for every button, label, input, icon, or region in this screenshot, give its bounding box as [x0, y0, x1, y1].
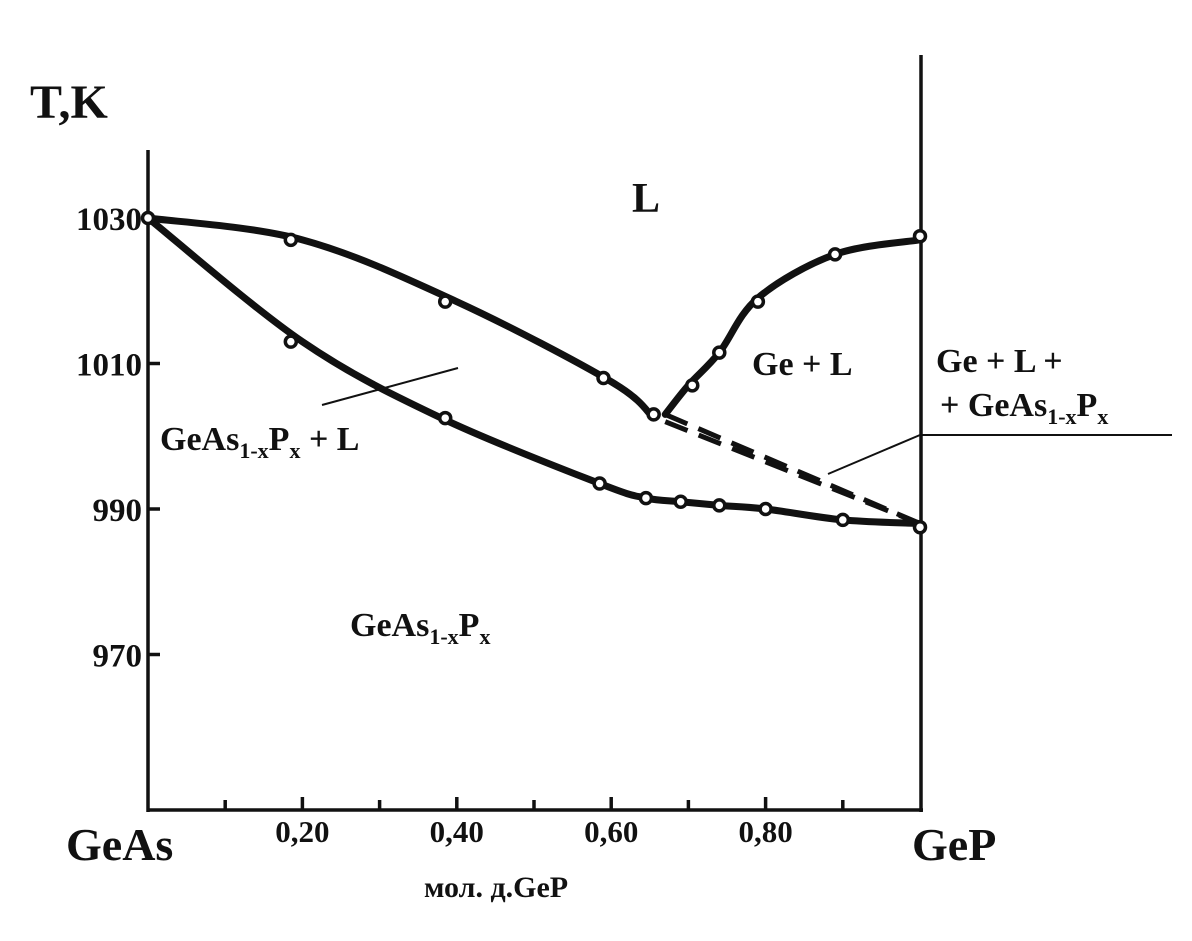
leader-line-geasp-l	[321, 367, 459, 406]
data-point	[685, 378, 700, 393]
data-point	[712, 345, 727, 360]
data-points	[140, 210, 928, 535]
data-point	[283, 334, 299, 349]
x-end-label-gep: GeP	[912, 819, 996, 870]
label-subscript: x	[479, 624, 490, 649]
label-part: + GeAs	[940, 387, 1047, 424]
y-tick-label: 1010	[76, 348, 142, 384]
data-point	[283, 232, 299, 248]
data-point	[646, 407, 661, 422]
region-label-ge-l-geasp-line1: Ge + L +	[936, 343, 1063, 380]
region-label-geasp-l: GeAs1-xPx + L	[160, 421, 360, 463]
data-point	[638, 490, 654, 506]
data-point	[750, 294, 766, 309]
data-point	[140, 210, 156, 226]
y-axis-title: T,K	[30, 76, 108, 129]
data-point	[592, 476, 607, 491]
region-label-ge-l: Ge + L	[752, 346, 853, 383]
dashed-curve-4	[664, 419, 921, 526]
leader-line-ge-l-geasp	[827, 434, 921, 475]
x-tick-label: 0,60	[584, 814, 638, 849]
label-subscript: 1-x	[239, 438, 268, 463]
data-point	[758, 501, 773, 517]
label-part: GeAs	[350, 607, 429, 644]
curve-1	[144, 214, 924, 528]
x-tick-label: 0,80	[738, 814, 792, 849]
label-part: P	[1077, 387, 1098, 424]
y-tick-label: 990	[93, 493, 143, 529]
region-label-geasp-solid: GeAs1-xPx	[350, 607, 490, 649]
y-tick-label: 970	[93, 639, 143, 675]
label-part: GeAs	[160, 421, 239, 458]
curve-0	[144, 214, 658, 422]
x-tick-label: 0,20	[275, 814, 329, 849]
x-tick-label: 0,40	[430, 814, 484, 849]
curve-2	[661, 236, 924, 418]
label-part: P	[269, 421, 290, 458]
x-ticks: 0,20 0,40 0,60 0,80	[223, 797, 845, 849]
data-point	[437, 410, 453, 426]
data-point	[437, 294, 453, 309]
data-point	[835, 512, 851, 528]
label-subscript: x	[289, 438, 300, 463]
label-subscript: x	[1097, 404, 1108, 429]
region-label-liquid: L	[632, 176, 660, 222]
region-label-ge-l-geasp-line2: + GeAs1-xPx	[940, 387, 1108, 429]
leader-lines	[321, 367, 1172, 475]
data-point	[673, 494, 688, 509]
x-axis-title: мол. д.GeP	[424, 871, 568, 904]
label-subscript: 1-x	[1047, 404, 1076, 429]
y-tick-label: 1030	[76, 202, 142, 238]
data-point	[912, 228, 928, 244]
x-end-label-geas: GeAs	[66, 819, 173, 870]
data-point	[827, 247, 843, 262]
data-point	[596, 370, 611, 386]
data-point	[912, 519, 928, 535]
label-subscript: 1-x	[429, 624, 458, 649]
data-point	[712, 498, 727, 513]
label-part: P	[459, 607, 480, 644]
label-part: + L	[300, 421, 359, 458]
y-ticks: 1030 1010 990 970	[76, 202, 160, 675]
